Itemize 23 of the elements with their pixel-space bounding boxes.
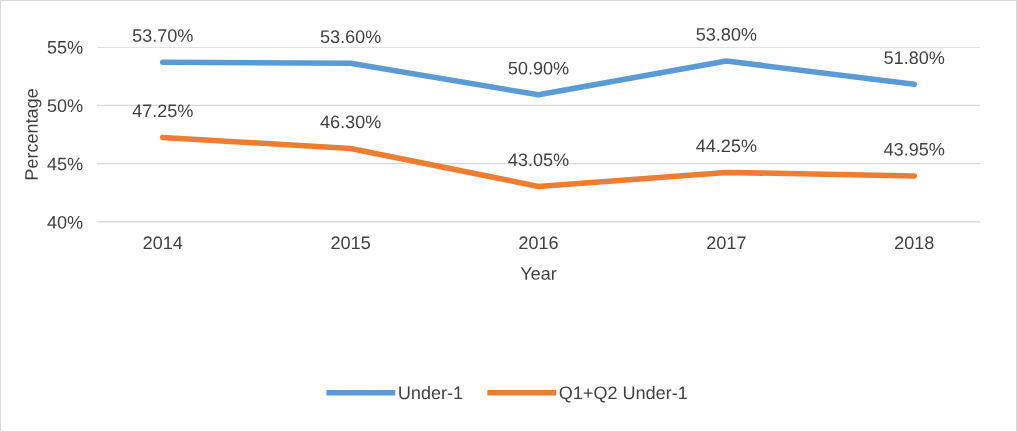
data-label: 53.70%: [132, 29, 193, 42]
data-label: 43.95%: [884, 142, 945, 156]
data-label: 43.05%: [508, 153, 569, 167]
data-label: 46.30%: [320, 115, 381, 129]
x-axis-title: Year: [520, 267, 557, 280]
legend-label: Under-1: [399, 385, 463, 400]
y-tick-label: 45%: [47, 157, 83, 171]
x-tick-label: 2018: [895, 236, 934, 250]
x-tick-label: 2016: [519, 236, 558, 250]
data-label: 53.60%: [320, 30, 381, 44]
data-label: 44.25%: [696, 139, 757, 153]
x-tick-label: 2015: [331, 236, 370, 250]
y-tick-label: 55%: [47, 41, 83, 54]
x-tick-label: 2014: [143, 236, 183, 250]
data-label: 51.80%: [884, 51, 945, 65]
x-tick-label: 2017: [707, 236, 746, 250]
data-label: 47.25%: [132, 104, 193, 118]
data-label: 50.90%: [508, 61, 569, 75]
y-tick-label: 50%: [47, 99, 83, 113]
y-tick-label: 40%: [47, 215, 83, 229]
y-axis-title: Percentage: [25, 89, 42, 180]
legend-label: Q1+Q2 Under-1: [559, 385, 687, 403]
data-label: 53.80%: [696, 27, 757, 41]
